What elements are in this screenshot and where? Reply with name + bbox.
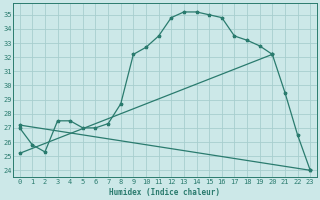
X-axis label: Humidex (Indice chaleur): Humidex (Indice chaleur): [109, 188, 220, 197]
